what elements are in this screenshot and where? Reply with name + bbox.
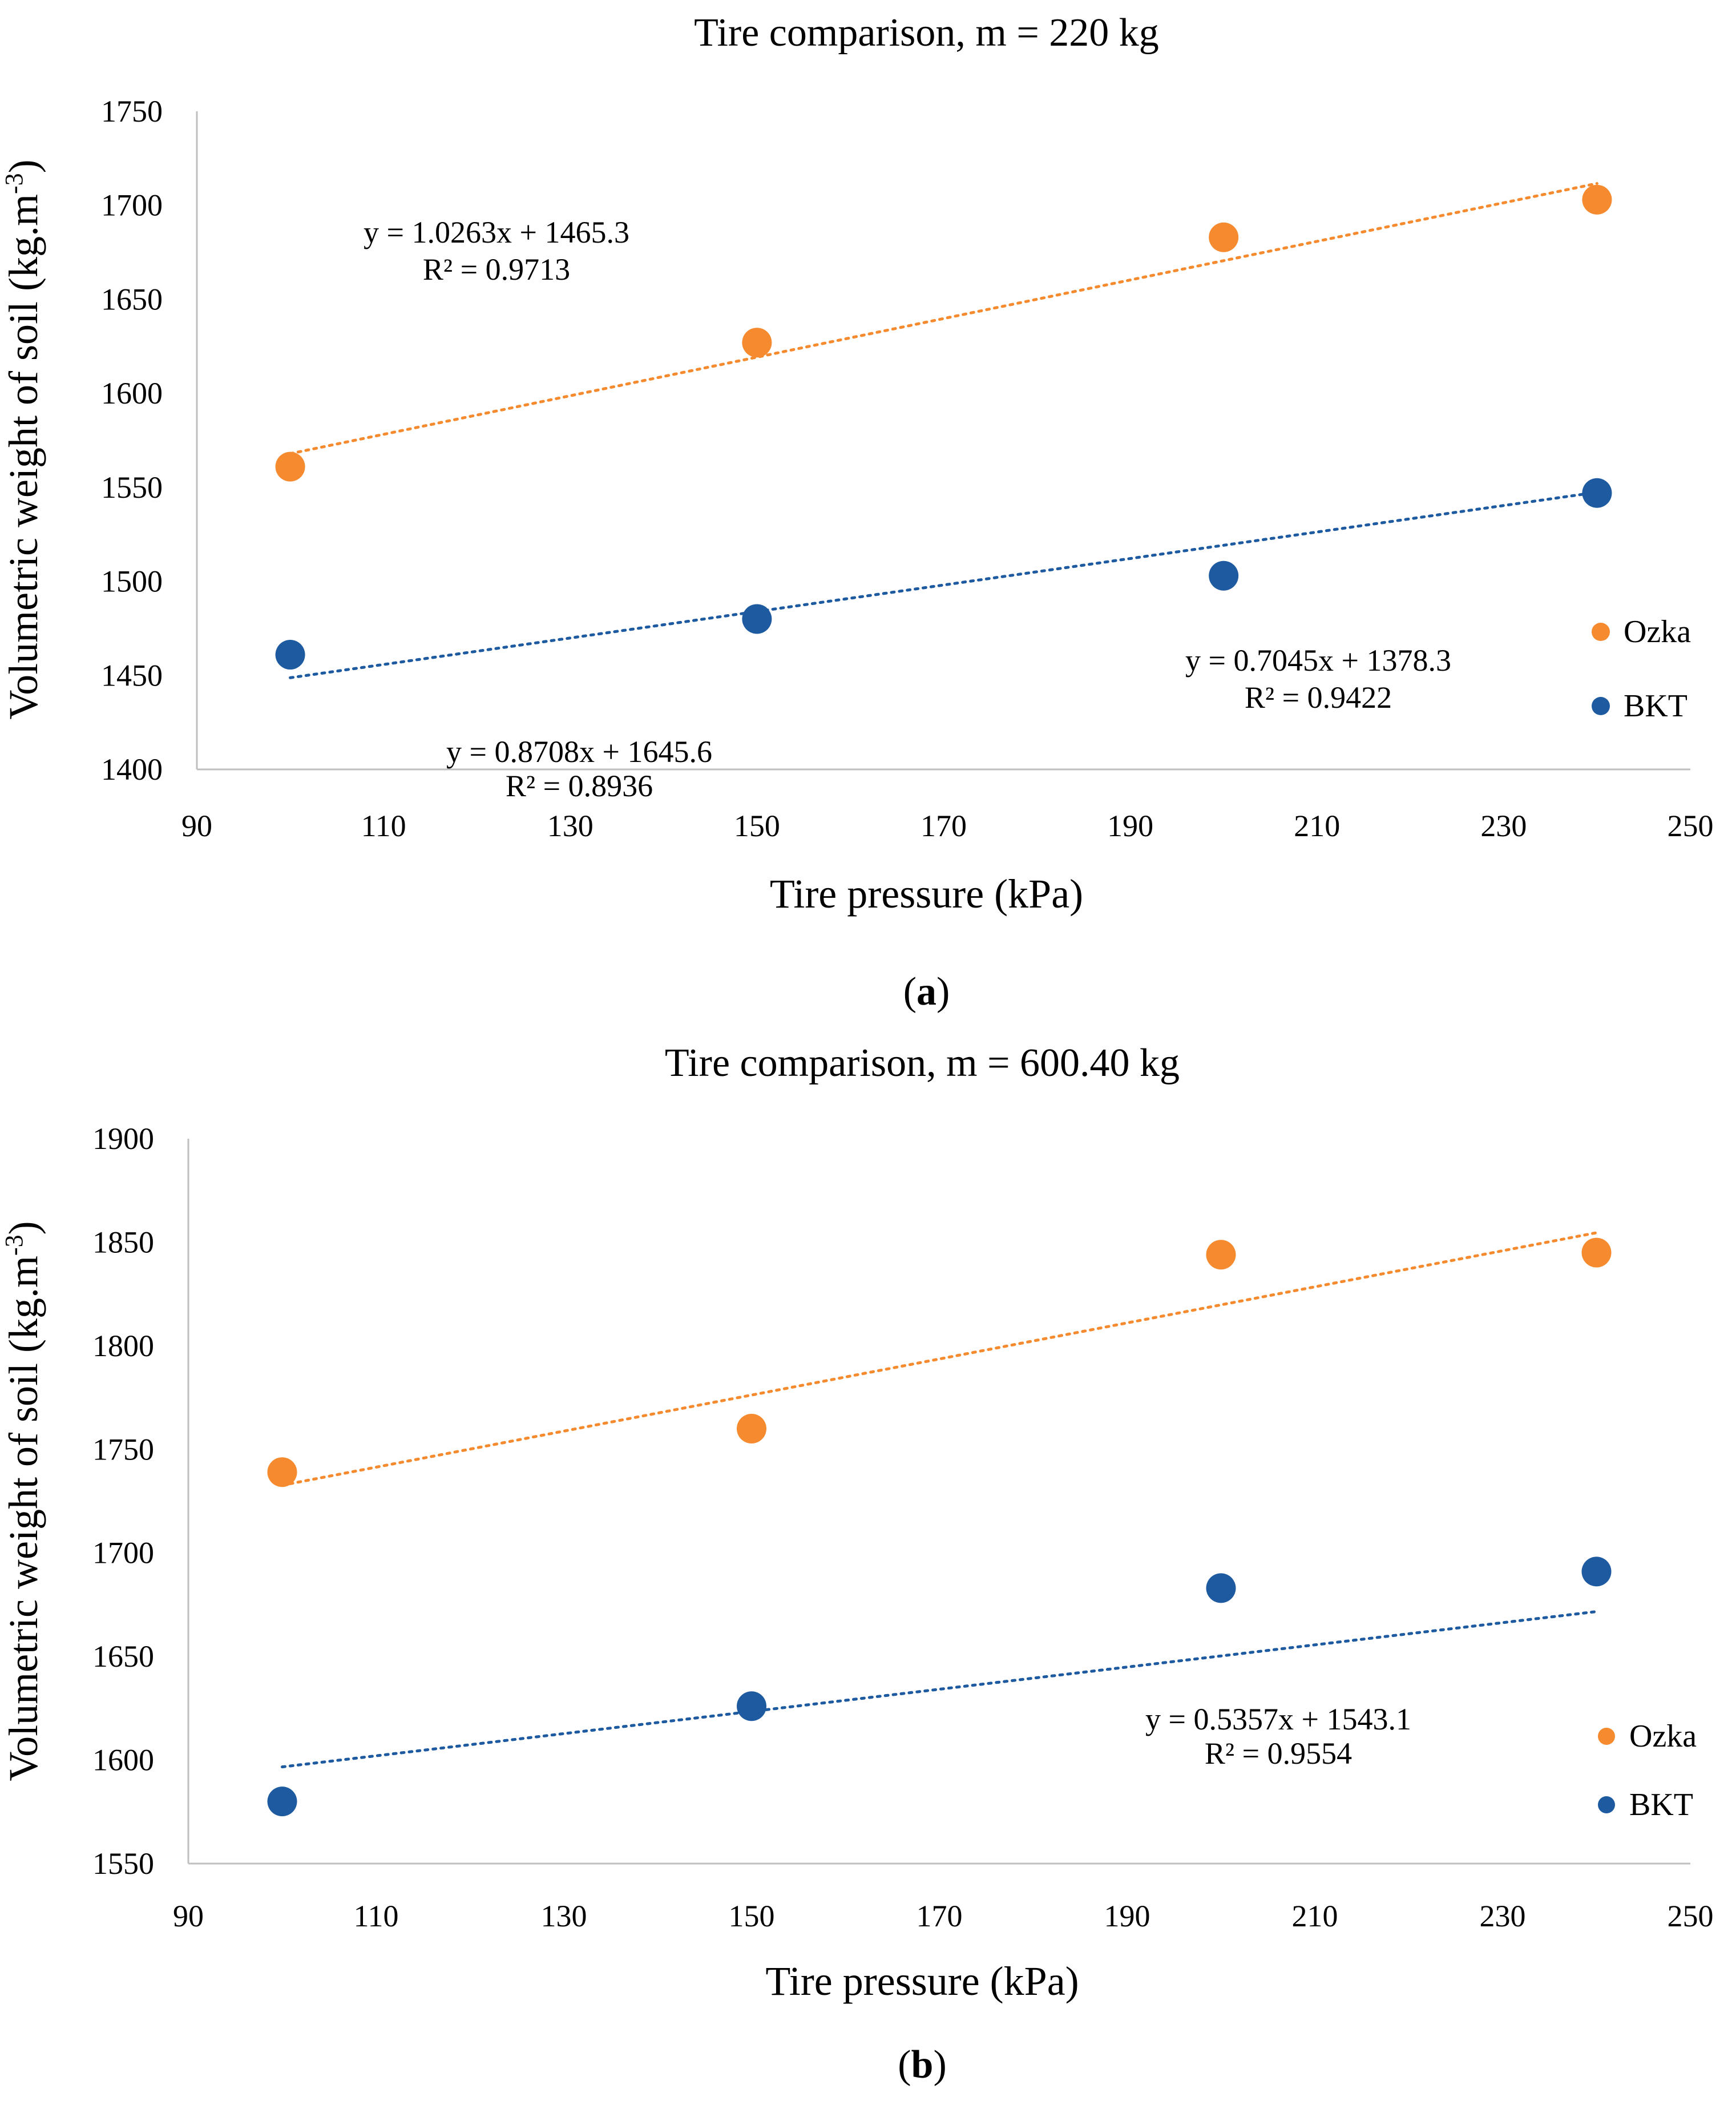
trendline-equation-bkt: y = 0.7045x + 1378.3 (1185, 643, 1451, 678)
panel-caption: (a) (903, 970, 950, 1014)
x-tick-label: 170 (921, 809, 967, 843)
data-point-bkt (275, 640, 305, 670)
y-tick-label: 1500 (101, 564, 163, 599)
data-point-ozka (1206, 1240, 1236, 1270)
x-tick-label: 250 (1668, 1899, 1714, 1933)
y-tick-label: 1600 (101, 376, 163, 410)
chart-title: Tire comparison, m = 600.40 kg (665, 1041, 1180, 1085)
chart-title: Tire comparison, m = 220 kg (694, 11, 1159, 55)
data-point-ozka (1209, 222, 1239, 252)
y-axis-title: Volumetric weight of soil (kg.m-3) (0, 1221, 46, 1781)
trendline-r2-bkt: R² = 0.9554 (1205, 1736, 1352, 1771)
x-tick-label: 190 (1107, 809, 1153, 843)
x-tick-label: 190 (1104, 1899, 1150, 1933)
x-tick-label: 150 (734, 809, 780, 843)
y-tick-label: 1650 (92, 1639, 154, 1673)
y-tick-label: 1700 (92, 1536, 154, 1570)
legend-label-ozka: Ozka (1629, 1719, 1697, 1754)
y-tick-label: 1750 (92, 1432, 154, 1466)
y-tick-label: 1650 (101, 282, 163, 316)
trendline-ozka (281, 1231, 1598, 1487)
legend-label-bkt: BKT (1624, 688, 1687, 724)
data-point-ozka (267, 1457, 297, 1487)
legend-marker-bkt (1592, 697, 1610, 715)
trendline-equation-bkt: y = 0.5357x + 1543.1 (1145, 1702, 1411, 1736)
x-axis-title: Tire pressure (kPa) (770, 871, 1083, 917)
trendline-equation-ozka: y = 0.8708x + 1645.6 (446, 735, 712, 769)
y-tick-label: 1850 (92, 1225, 154, 1259)
x-tick-label: 130 (541, 1899, 587, 1933)
trendline-equation-ozka: y = 1.0263x + 1465.3 (364, 215, 629, 249)
y-tick-label: 1750 (101, 94, 163, 128)
x-tick-label: 230 (1480, 1899, 1526, 1933)
data-point-bkt (1206, 1573, 1236, 1603)
y-tick-label: 1550 (101, 470, 163, 505)
legend-marker-bkt (1598, 1796, 1615, 1813)
y-tick-label: 1700 (101, 188, 163, 223)
y-tick-label: 1400 (101, 752, 163, 787)
y-tick-label: 1450 (101, 658, 163, 692)
data-point-ozka (1582, 184, 1612, 215)
trendline-bkt (289, 490, 1598, 679)
y-axis-title: Volumetric weight of soil (kg.m-3) (0, 159, 46, 719)
trendline-bkt (281, 1610, 1598, 1769)
data-point-ozka (737, 1414, 766, 1443)
chart-panel-a: Tire comparison, m = 220 kg 1400 1450 1500 1… (0, 11, 1714, 1014)
x-tick-label: 110 (354, 1899, 399, 1933)
trendline-r2-bkt: R² = 0.9422 (1245, 680, 1392, 715)
trendline-r2-ozka: R² = 0.9713 (423, 252, 570, 287)
y-tick-label: 1600 (92, 1743, 154, 1777)
data-point-ozka (275, 451, 305, 482)
x-tick-label: 210 (1292, 1899, 1338, 1933)
x-tick-label: 110 (361, 809, 406, 843)
trendline-r2-ozka: R² = 0.8936 (506, 769, 653, 803)
data-point-ozka (742, 328, 772, 358)
data-point-bkt (1581, 1556, 1612, 1587)
data-point-bkt (742, 604, 772, 634)
y-tick-label: 1800 (92, 1329, 154, 1363)
chart-panel-b: Tire comparison, m = 600.40 kg 1550 1600 16… (0, 735, 1714, 2087)
x-tick-label: 170 (917, 1899, 963, 1933)
legend-marker-ozka (1592, 623, 1610, 641)
x-tick-label: 150 (729, 1899, 775, 1933)
y-tick-label: 1550 (92, 1846, 154, 1881)
panel-caption: (b) (898, 2043, 947, 2087)
data-point-bkt (1209, 560, 1239, 591)
legend-label-bkt: BKT (1629, 1787, 1693, 1822)
x-tick-label: 90 (181, 809, 212, 843)
x-tick-label: 250 (1668, 809, 1714, 843)
data-point-bkt (1582, 478, 1612, 508)
legend-marker-ozka (1598, 1728, 1615, 1745)
x-tick-label: 230 (1480, 809, 1527, 843)
x-tick-label: 130 (547, 809, 594, 843)
trendline-ozka (289, 182, 1598, 455)
legend-label-ozka: Ozka (1624, 614, 1691, 650)
data-point-bkt (267, 1787, 297, 1817)
data-point-ozka (1581, 1237, 1612, 1268)
x-tick-label: 90 (173, 1899, 204, 1933)
data-point-bkt (737, 1691, 766, 1721)
x-tick-label: 210 (1294, 809, 1340, 843)
x-axis-title: Tire pressure (kPa) (765, 1958, 1079, 2004)
y-tick-label: 1900 (92, 1122, 154, 1156)
